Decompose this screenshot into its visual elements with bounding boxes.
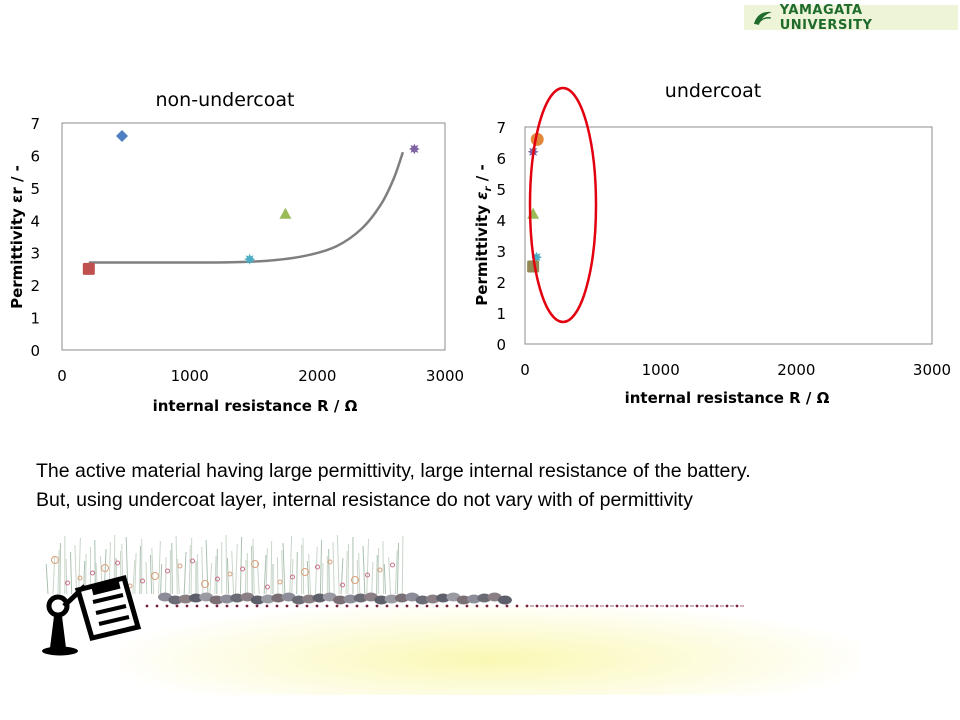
caption-line-1: The active material having large permitt… — [36, 460, 751, 482]
trend-curve — [88, 151, 405, 264]
y-tick-label: 2 — [496, 274, 506, 292]
yamagata-leaf-icon — [753, 11, 772, 25]
x-tick-label: 1000 — [171, 367, 209, 385]
y-axis-label-symbol: ε — [473, 191, 491, 199]
x-axis-label: internal resistance R / Ω — [153, 397, 358, 415]
y-axis-label: Permittivity εr / - — [8, 165, 26, 309]
caption-line-2: But, using undercoat layer, internal res… — [36, 489, 693, 511]
y-tick-label: 3 — [496, 243, 506, 261]
plot-area — [524, 126, 933, 345]
presenter-clipboard-icon — [42, 574, 142, 656]
chart-title: undercoat — [665, 80, 761, 102]
y-tick-label: 6 — [496, 150, 506, 168]
x-tick-label: 0 — [57, 367, 67, 385]
x-tick-label: 3000 — [913, 361, 951, 379]
y-tick-label: 4 — [30, 212, 40, 230]
chart-non-undercoat: non-undercoat 0 1 2 3 4 5 6 7 0 1000 2000 3000 intern… — [8, 89, 464, 415]
y-tick-label: 4 — [496, 212, 506, 230]
y-tick-label: 0 — [30, 342, 40, 360]
y-axis-label-tail: / - — [473, 164, 491, 186]
y-tick-label: 5 — [30, 180, 40, 198]
data-point — [244, 253, 256, 265]
chart-title: non-undercoat — [156, 89, 295, 111]
yellow-glow-decoration — [120, 605, 860, 695]
x-tick-label: 1000 — [642, 361, 680, 379]
y-tick-label: 6 — [30, 147, 40, 165]
data-point — [82, 262, 95, 275]
data-point — [408, 143, 420, 155]
y-tick-label: 7 — [496, 119, 506, 137]
logo-text: YAMAGATA UNIVERSITY — [779, 2, 873, 33]
x-tick-label: 0 — [520, 361, 530, 379]
y-axis-label-main: Permittivity — [473, 205, 491, 306]
y-tick-label: 1 — [496, 305, 506, 323]
y-tick-label: 3 — [30, 245, 40, 263]
grass-decoration — [45, 534, 404, 595]
y-tick-label: 7 — [30, 115, 40, 133]
y-axis-label-sub: r — [483, 185, 494, 191]
x-axis-label: internal resistance R / Ω — [625, 389, 830, 407]
bottom-decoration — [42, 534, 744, 656]
y-tick-label: 1 — [30, 310, 40, 328]
x-tick-label: 2000 — [298, 367, 336, 385]
y-tick-label: 5 — [496, 181, 506, 199]
stones-decoration — [158, 592, 512, 605]
y-tick-label: 0 — [496, 336, 506, 354]
highlight-ellipse — [528, 86, 598, 324]
x-tick-label: 3000 — [426, 367, 464, 385]
y-axis-label: Permittivity εr / - — [473, 164, 494, 305]
data-point — [279, 207, 292, 219]
chart-undercoat: undercoat 0 1 2 3 4 5 6 7 0 1000 2000 3000 internal r… — [473, 80, 951, 407]
data-point — [116, 129, 129, 142]
plot-area — [61, 122, 446, 351]
dotted-line-decoration — [145, 604, 744, 608]
x-tick-label: 2000 — [777, 361, 815, 379]
university-logo: YAMAGATA UNIVERSITY — [744, 2, 958, 33]
y-tick-label: 2 — [30, 277, 40, 295]
